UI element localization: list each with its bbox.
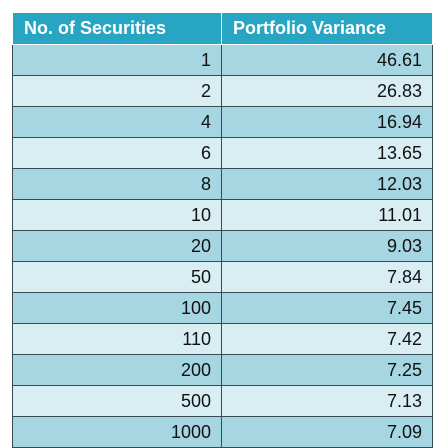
cell-variance: 26.83 [221,75,433,107]
cell-securities: 10 [12,199,222,231]
cell-securities: 200 [12,354,222,386]
column-header-securities: No. of Securities [12,12,222,45]
cell-variance: 46.61 [221,44,433,76]
cell-variance: 16.94 [221,106,433,138]
cell-securities: 500 [12,385,222,417]
variance-table: No. of Securities Portfolio Variance 1 46… [12,12,433,448]
cell-securities: 1000 [12,416,222,448]
table-row: 50 7.84 [12,261,433,293]
cell-variance: 7.42 [221,323,433,355]
cell-securities: 100 [12,292,222,324]
table-row: 500 7.13 [12,385,433,417]
table-row: 200 7.25 [12,354,433,386]
cell-variance: 7.09 [221,416,433,448]
table-row: 2 26.83 [12,75,433,107]
table-row: 100 7.45 [12,292,433,324]
cell-variance: 12.03 [221,168,433,200]
cell-securities: 1 [12,44,222,76]
cell-variance: 7.13 [221,385,433,417]
table-row: 1000 7.09 [12,416,433,448]
cell-securities: 2 [12,75,222,107]
table-row: 4 16.94 [12,106,433,138]
table-row: 1 46.61 [12,44,433,76]
cell-securities: 8 [12,168,222,200]
cell-variance: 7.45 [221,292,433,324]
header-row: No. of Securities Portfolio Variance [12,12,433,45]
cell-variance: 7.25 [221,354,433,386]
cell-variance: 7.84 [221,261,433,293]
table-row: 6 13.65 [12,137,433,169]
column-header-variance: Portfolio Variance [221,12,433,45]
cell-variance: 13.65 [221,137,433,169]
table-row: 10 11.01 [12,199,433,231]
cell-variance: 9.03 [221,230,433,262]
table-row: 110 7.42 [12,323,433,355]
cell-securities: 20 [12,230,222,262]
cell-securities: 4 [12,106,222,138]
table-row: 8 12.03 [12,168,433,200]
table-body: 1 46.61 2 26.83 4 16.94 6 13.65 8 12.03 10 11.01 20 9… [12,44,433,448]
cell-securities: 6 [12,137,222,169]
table-row: 20 9.03 [12,230,433,262]
variance-table-container: No. of Securities Portfolio Variance 1 46… [12,12,433,448]
cell-variance: 11.01 [221,199,433,231]
cell-securities: 50 [12,261,222,293]
cell-securities: 110 [12,323,222,355]
table-header: No. of Securities Portfolio Variance [12,12,433,45]
